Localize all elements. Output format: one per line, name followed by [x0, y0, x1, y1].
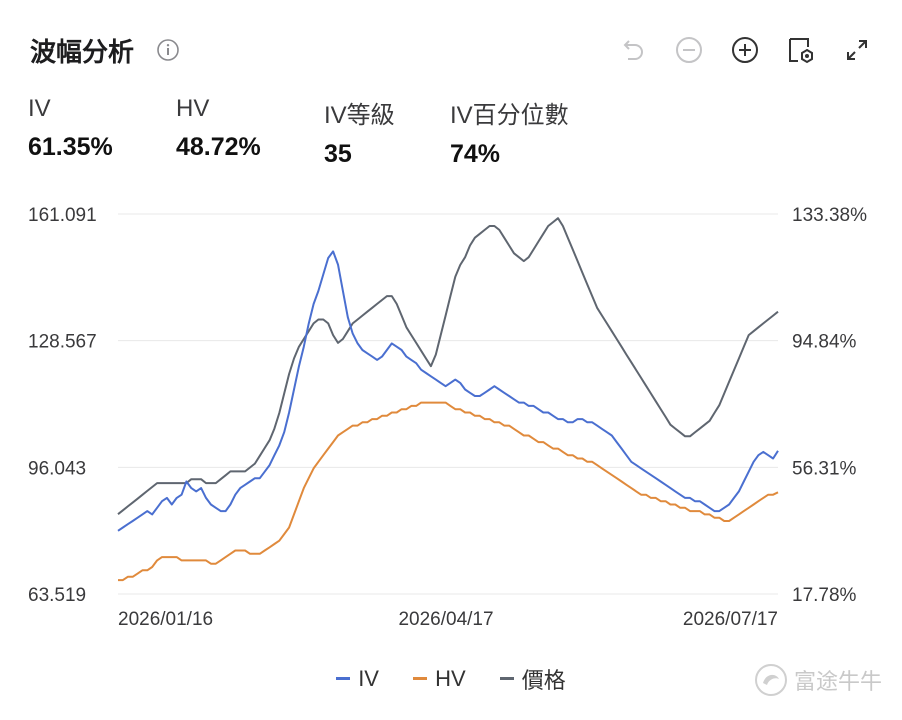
zoom-out-icon	[676, 37, 702, 63]
futu-logo-icon	[754, 664, 787, 696]
zoom-in-icon	[732, 37, 758, 63]
stat-label: IV百分位數	[450, 102, 569, 129]
zoom-in-button[interactable]	[728, 34, 762, 66]
y-left-tick-label: 96.043	[28, 458, 86, 479]
stat-label: IV	[28, 95, 51, 122]
stat-iv: IV 61.35%	[28, 95, 113, 162]
chart-legend: IV HV 價格	[0, 660, 902, 695]
legend-swatch	[336, 677, 351, 680]
legend-swatch	[499, 677, 514, 680]
stat-iv-rank: IV等級 35	[324, 95, 395, 169]
info-icon[interactable]	[156, 38, 180, 62]
expand-icon	[847, 40, 867, 60]
volatility-stats: IV 61.35% HV 48.72% IV等級 35 IV百分位數 74%	[0, 95, 902, 175]
y-right-tick-label: 56.31%	[792, 458, 857, 479]
y-right-tick-label: 17.78%	[792, 585, 857, 606]
volatility-chart[interactable]: 161.091 133.38% 128.567 94.84% 96.043 56.31% 6…	[0, 195, 902, 640]
x-tick-label: 2026/07/17	[683, 609, 778, 630]
legend-swatch	[413, 677, 428, 680]
legend-label: IV	[358, 665, 379, 691]
legend-label: 價格	[521, 667, 566, 693]
undo-button[interactable]	[616, 34, 650, 66]
settings-icon	[789, 38, 813, 64]
chart-toolbar	[616, 34, 874, 66]
y-left-tick-label: 63.519	[28, 585, 86, 606]
x-tick-label: 2026/01/16	[118, 609, 213, 630]
y-right-tick-label: 133.38%	[792, 205, 867, 226]
header: 波幅分析	[0, 0, 902, 100]
stat-hv: HV 48.72%	[176, 95, 261, 162]
expand-button[interactable]	[840, 34, 874, 66]
stat-label: IV等級	[324, 102, 395, 129]
stat-label: HV	[176, 95, 210, 122]
legend-item-iv[interactable]: IV	[336, 666, 379, 692]
y-left-tick-label: 161.091	[28, 205, 97, 226]
series-line-hv	[118, 401, 779, 582]
x-tick-label: 2026/04/17	[398, 609, 493, 630]
legend-item-hv[interactable]: HV	[413, 666, 466, 692]
stat-value: 35	[324, 140, 352, 168]
stat-value: 74%	[450, 140, 501, 168]
page-title: 波幅分析	[30, 37, 135, 67]
watermark-text: 富途牛牛	[793, 669, 882, 694]
settings-button[interactable]	[784, 34, 818, 66]
series-line-price	[117, 217, 779, 515]
stat-iv-percentile: IV百分位數 74%	[450, 95, 569, 169]
zoom-out-button[interactable]	[672, 34, 706, 66]
stat-value: 61.35%	[28, 133, 113, 161]
legend-label: HV	[435, 665, 466, 691]
series-line-iv	[117, 250, 779, 532]
y-left-tick-label: 128.567	[28, 332, 97, 353]
legend-item-price[interactable]: 價格	[499, 663, 566, 695]
watermark: 富途牛牛	[754, 663, 882, 697]
undo-icon	[623, 40, 643, 60]
stat-value: 48.72%	[176, 133, 261, 161]
y-right-tick-label: 94.84%	[792, 332, 857, 353]
